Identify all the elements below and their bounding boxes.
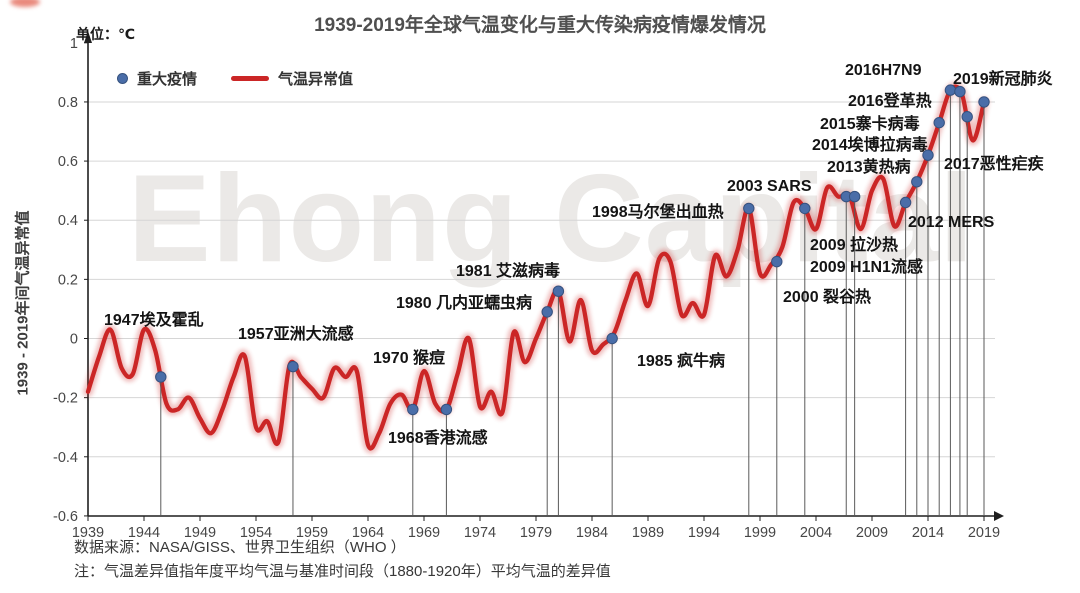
- x-axis-arrow-icon: [994, 511, 1004, 521]
- watermark-text: Ehong Capital: [128, 150, 975, 288]
- y-tick-label: -0.2: [53, 391, 78, 407]
- event-marker: [848, 190, 861, 203]
- x-tick-label: 2014: [912, 525, 944, 541]
- y-tick-label: 0.4: [58, 213, 78, 229]
- x-tick-label: 1974: [464, 525, 496, 541]
- x-tick-label: 1999: [744, 525, 776, 541]
- event-marker: [922, 149, 934, 161]
- x-tick-label: 1939: [72, 525, 104, 541]
- y-tick-label: 0.2: [58, 272, 78, 288]
- event-marker: [799, 202, 811, 215]
- x-tick-label: 2004: [800, 525, 832, 541]
- event-marker: [954, 85, 966, 98]
- y-tick-label: 0: [70, 332, 78, 348]
- x-tick-label: 1979: [520, 525, 552, 541]
- event-marker: [440, 403, 453, 416]
- y-axis-arrow-icon: [84, 31, 92, 43]
- temperature-curve: [85, 84, 987, 451]
- y-tick-label: -0.6: [53, 509, 78, 525]
- x-tick-label: 2019: [968, 525, 1000, 541]
- x-tick-label: 1994: [688, 525, 720, 541]
- temperature-curve-glow: [83, 81, 989, 454]
- event-marker: [933, 116, 945, 129]
- x-tick-label: 1964: [352, 525, 384, 541]
- event-marker: [407, 403, 419, 416]
- x-tick-label: 1959: [296, 525, 328, 541]
- x-tick-label: 2009: [856, 525, 888, 541]
- event-marker: [155, 371, 167, 383]
- y-tick-label: 1: [70, 36, 78, 52]
- x-tick-label: 1984: [576, 525, 608, 541]
- y-tick-label: 0.8: [58, 95, 78, 111]
- x-tick-label: 1954: [240, 525, 272, 541]
- top-left-red-artifact: [10, 0, 40, 7]
- x-tick-label: 1949: [184, 525, 216, 541]
- event-marker: [978, 96, 990, 108]
- y-tick-label: -0.4: [53, 450, 78, 466]
- event-marker: [541, 306, 553, 318]
- event-marker: [771, 255, 783, 268]
- event-marker: [899, 196, 912, 209]
- event-marker: [552, 285, 565, 297]
- x-tick-label: 1989: [632, 525, 664, 541]
- x-tick-label: 1969: [408, 525, 440, 541]
- event-marker: [961, 111, 973, 123]
- event-marker: [606, 332, 618, 345]
- event-marker: [911, 176, 923, 188]
- x-tick-label: 1944: [128, 525, 160, 541]
- event-marker: [287, 360, 299, 373]
- y-tick-label: 0.6: [58, 154, 78, 170]
- event-marker: [743, 202, 755, 215]
- event-marker: [944, 84, 957, 96]
